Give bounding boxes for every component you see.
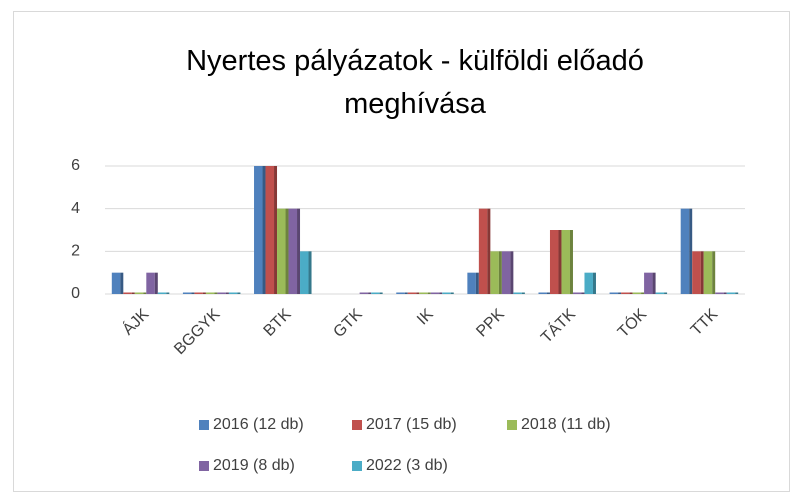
x-tick-label: TÓK	[613, 304, 650, 341]
bar	[228, 292, 241, 294]
legend-label: 2016 (12 db)	[213, 416, 304, 433]
y-tick-label: 6	[71, 157, 80, 174]
bar	[726, 292, 739, 294]
bar	[277, 208, 289, 294]
bar	[692, 251, 704, 294]
x-tick-label: TTK	[688, 306, 722, 340]
y-tick-label: 2	[71, 243, 80, 260]
bar	[419, 292, 431, 294]
bar	[572, 292, 585, 294]
legend-swatch	[352, 461, 362, 471]
bar	[478, 208, 491, 294]
bar	[134, 292, 147, 294]
bar	[632, 292, 645, 294]
bar	[194, 292, 206, 294]
bar	[513, 292, 525, 294]
bar	[501, 251, 514, 294]
bar	[561, 230, 573, 294]
x-tick-label: BGGYK	[171, 306, 224, 359]
bar	[111, 272, 124, 294]
chart-border	[13, 11, 790, 492]
bar	[467, 272, 479, 294]
bar	[205, 292, 218, 294]
y-tick-label: 0	[71, 285, 80, 302]
y-tick-label: 4	[71, 200, 80, 217]
x-tick-label: IK	[414, 306, 437, 329]
legend-swatch	[199, 420, 209, 430]
bar	[288, 208, 301, 294]
bar	[371, 292, 383, 294]
legend-label: 2019 (8 db)	[213, 457, 295, 474]
bar	[217, 292, 229, 294]
legend-label: 2018 (11 db)	[521, 416, 611, 433]
bar	[584, 272, 596, 294]
legend-swatch	[507, 420, 517, 430]
legend-swatch	[352, 420, 362, 430]
bar	[715, 292, 727, 294]
bar	[490, 251, 502, 294]
x-tick-label: TÁTK	[537, 304, 580, 347]
x-tick-label: BTK	[261, 306, 295, 340]
bar	[182, 292, 195, 294]
bar	[359, 292, 372, 294]
bar	[146, 272, 158, 294]
bar	[549, 230, 562, 294]
bar	[703, 251, 716, 294]
bar	[680, 208, 693, 294]
bar	[265, 166, 278, 294]
x-tick-label: PPK	[473, 306, 508, 341]
x-tick-label: ÁJK	[118, 304, 152, 338]
bar	[396, 292, 408, 294]
bar	[621, 292, 633, 294]
bar	[655, 292, 668, 294]
bar	[157, 292, 170, 294]
bar	[442, 292, 454, 294]
legend-label: 2022 (3 db)	[366, 457, 448, 474]
bar	[407, 292, 420, 294]
bar	[644, 272, 656, 294]
x-tick-label: GTK	[330, 306, 366, 342]
bar	[123, 292, 135, 294]
bar	[430, 292, 443, 294]
bar	[538, 292, 550, 294]
bar	[300, 251, 312, 294]
legend-label: 2017 (15 db)	[366, 416, 457, 433]
legend-swatch	[199, 461, 209, 471]
bar	[254, 166, 266, 294]
chart-title: Nyertes pályázatok - külföldi előadó meg…	[186, 45, 644, 120]
bar	[609, 292, 622, 294]
